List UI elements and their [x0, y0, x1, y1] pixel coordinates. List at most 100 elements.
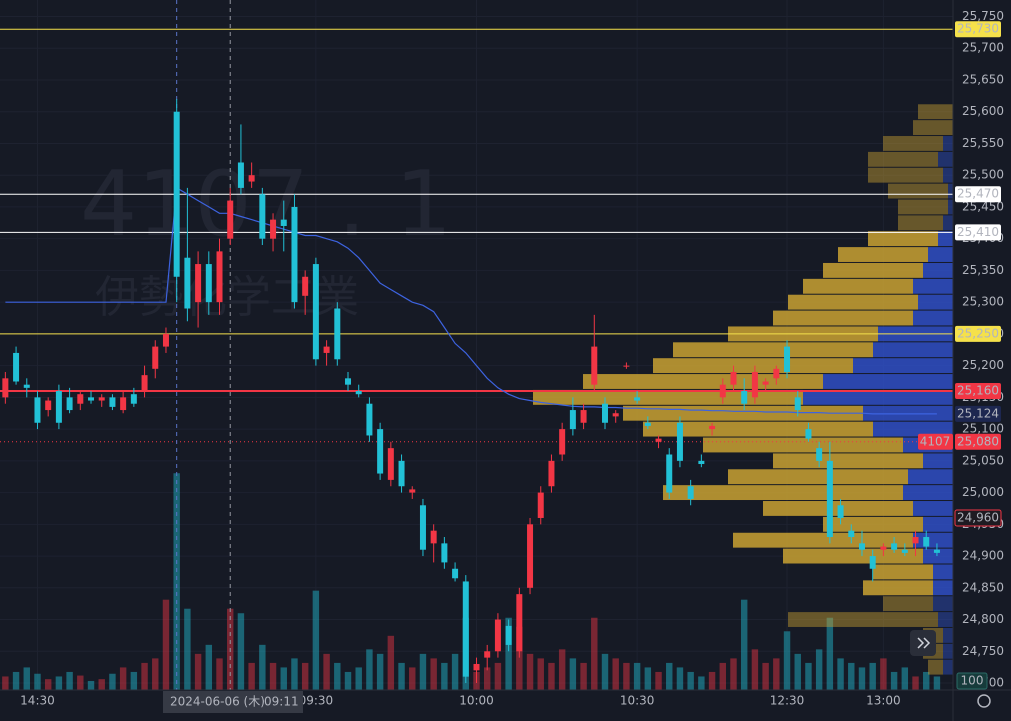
candle-body — [77, 394, 84, 404]
price-label: 25,160 — [957, 384, 999, 398]
candle-body — [462, 581, 469, 677]
candle-body — [441, 543, 448, 563]
candle-body — [34, 397, 41, 423]
profile-down — [653, 358, 853, 374]
volume-bar — [291, 658, 298, 690]
volume-bar — [334, 662, 341, 690]
volume-bar — [312, 590, 320, 690]
candle-body — [195, 264, 202, 303]
volume-bar — [687, 671, 694, 690]
price-label: 25,124 — [957, 406, 999, 420]
price-label: 25,410 — [957, 225, 999, 239]
candle-body — [291, 206, 298, 303]
profile-up — [923, 548, 953, 564]
volume-bar — [23, 667, 30, 690]
profile-up — [923, 453, 953, 469]
volume-scale-box — [956, 672, 988, 690]
y-tick-label: 24,850 — [962, 580, 1004, 594]
profile-down — [728, 469, 908, 485]
candle-body — [13, 352, 20, 382]
volume-bar — [269, 662, 277, 690]
candle-body — [709, 425, 716, 430]
watermark: 4107 . 1 — [80, 152, 452, 257]
candle-body — [848, 530, 855, 538]
volume-bar — [441, 662, 448, 690]
volume-bar — [366, 649, 373, 690]
y-tick-label: 24,750 — [962, 644, 1004, 658]
profile-up — [943, 167, 953, 183]
profile-up — [943, 136, 953, 151]
candle-body — [280, 219, 287, 226]
candle-body — [687, 486, 694, 499]
volume-bar — [655, 671, 662, 690]
candle-body — [548, 460, 555, 487]
volume-bar — [323, 653, 330, 690]
y-tick-label: 25,000 — [962, 485, 1004, 499]
price-label: 25,470 — [957, 187, 999, 201]
profile-up — [933, 596, 953, 612]
profile-down — [913, 120, 953, 136]
volume-bar — [141, 662, 148, 690]
candle-body — [537, 492, 544, 518]
candle-body — [323, 346, 330, 353]
profile-up — [943, 215, 953, 231]
volume-bar — [762, 662, 769, 690]
volume-bar — [666, 662, 673, 690]
candle-body — [912, 537, 919, 544]
profile-up — [948, 199, 953, 215]
candle-body — [751, 371, 758, 398]
profile-up — [923, 516, 953, 532]
volume-bar — [773, 658, 780, 690]
volume-bar — [355, 667, 362, 690]
y-tick-label: 25,550 — [962, 136, 1004, 150]
volume-bar — [344, 671, 352, 690]
candle-body — [248, 175, 255, 182]
candle-body — [591, 346, 598, 385]
candle-body — [66, 397, 73, 411]
profile-down — [803, 278, 913, 294]
profile-up — [938, 151, 953, 167]
profile-down — [773, 310, 913, 326]
candle-body — [141, 375, 148, 392]
profile-up — [913, 532, 953, 548]
candle-body — [676, 422, 683, 461]
volume-bar — [794, 653, 801, 690]
candle-body — [762, 381, 769, 385]
candle-body — [858, 543, 865, 550]
price-label-box — [955, 224, 1001, 241]
crosshair-date: 2024-06-06 (木) — [170, 695, 265, 709]
profile-up — [913, 310, 953, 326]
settings-button[interactable] — [977, 694, 991, 708]
volume-bar — [526, 653, 534, 690]
volume-bar — [858, 667, 866, 690]
profile-down — [918, 104, 953, 120]
candle-body — [55, 391, 62, 423]
volume-bar — [451, 653, 459, 690]
y-tick-label: 24,900 — [962, 549, 1004, 563]
profile-down — [868, 151, 938, 167]
volume-bar — [580, 662, 587, 690]
candle-body — [184, 257, 191, 309]
profile-up — [803, 389, 953, 405]
volume-bar — [419, 653, 427, 690]
volume-scale-label: 100 — [961, 673, 984, 687]
profile-down — [883, 596, 933, 612]
y-tick-label: 25,200 — [962, 358, 1004, 372]
candle-body — [387, 448, 394, 480]
profile-down — [533, 389, 803, 405]
candle-body — [430, 530, 437, 544]
candle-body — [869, 556, 876, 569]
volume-bar — [612, 658, 619, 690]
volume-bar — [387, 635, 395, 690]
candle-body — [355, 391, 362, 395]
profile-up — [933, 580, 953, 596]
profile-up — [873, 342, 953, 358]
volume-bar — [848, 662, 855, 690]
volume-bar — [880, 658, 887, 690]
candle-body — [334, 308, 341, 360]
candle-body — [173, 111, 180, 277]
volume-bar — [34, 673, 41, 690]
candle-body — [805, 429, 812, 439]
profile-down — [868, 167, 943, 183]
candle-body — [923, 537, 930, 547]
